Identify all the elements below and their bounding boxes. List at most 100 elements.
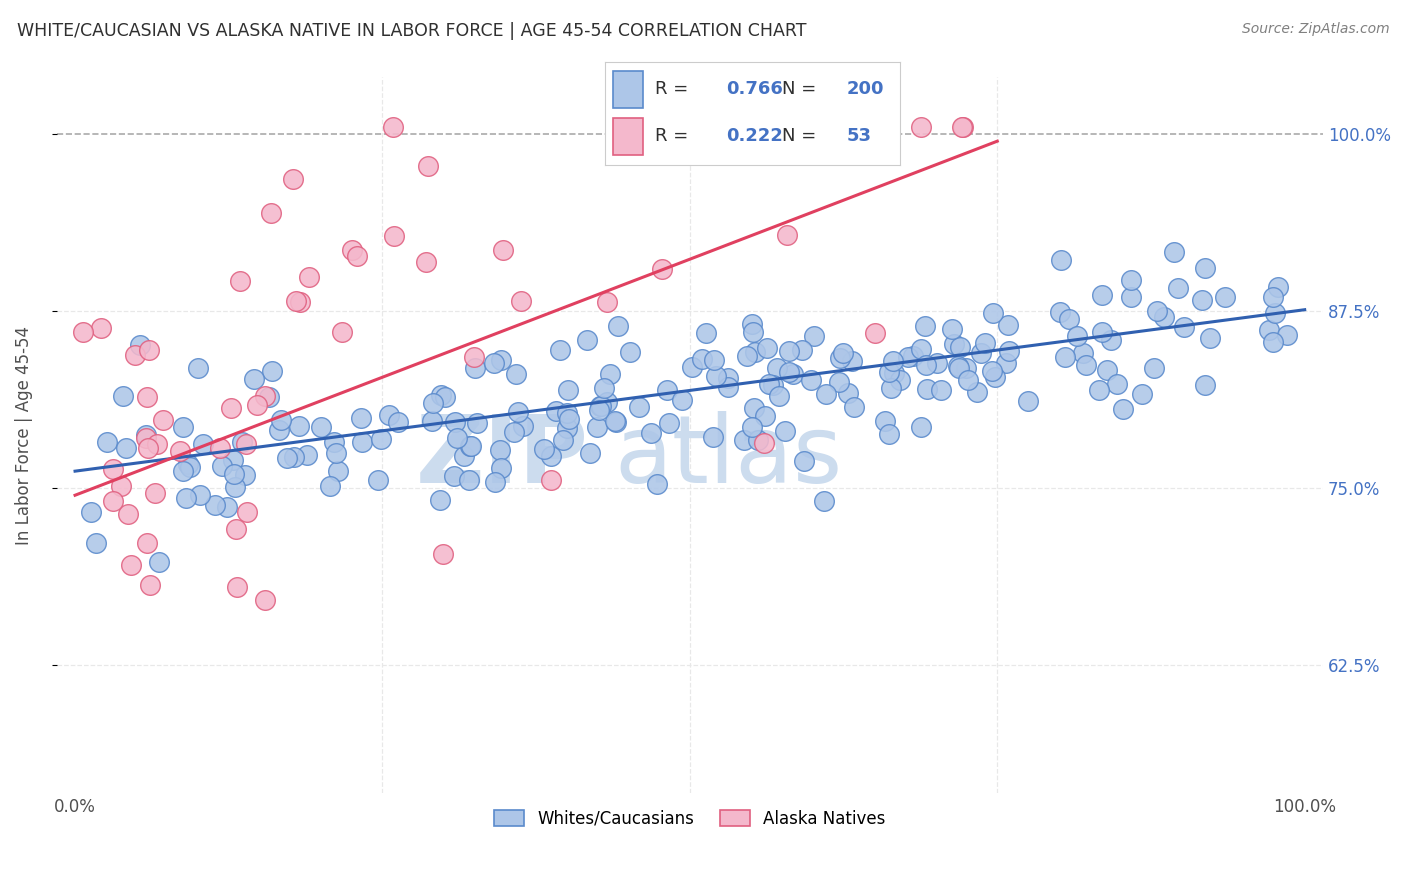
Point bbox=[219, 401, 242, 415]
Point bbox=[432, 547, 454, 561]
Point bbox=[326, 465, 349, 479]
Point bbox=[557, 412, 579, 426]
Point bbox=[1076, 359, 1098, 373]
Point bbox=[1261, 334, 1284, 349]
Point bbox=[115, 441, 138, 455]
Point bbox=[191, 437, 214, 451]
Point bbox=[281, 172, 304, 186]
Point bbox=[1275, 328, 1298, 343]
Point bbox=[211, 458, 233, 473]
Point bbox=[842, 401, 865, 415]
Point bbox=[489, 442, 512, 457]
Point bbox=[1050, 253, 1073, 268]
Point bbox=[297, 270, 319, 285]
Point bbox=[1091, 288, 1114, 302]
Point bbox=[297, 448, 319, 462]
Point bbox=[350, 410, 373, 425]
Point bbox=[1105, 376, 1128, 391]
Text: 0.222: 0.222 bbox=[725, 127, 783, 145]
Point bbox=[1194, 261, 1216, 276]
Point bbox=[1258, 323, 1281, 337]
Point bbox=[645, 477, 668, 491]
Point bbox=[188, 488, 211, 502]
Point bbox=[187, 360, 209, 375]
Point bbox=[311, 420, 333, 434]
Point bbox=[998, 343, 1021, 358]
Point bbox=[1099, 333, 1122, 347]
Point bbox=[1191, 293, 1213, 307]
Point bbox=[1143, 361, 1166, 376]
Point bbox=[233, 468, 256, 483]
Point bbox=[1267, 279, 1289, 293]
Point bbox=[776, 227, 799, 242]
Text: 53: 53 bbox=[846, 127, 872, 145]
Point bbox=[430, 388, 453, 402]
Point bbox=[915, 358, 938, 372]
Point bbox=[551, 433, 574, 447]
Point bbox=[90, 320, 112, 334]
Point bbox=[717, 379, 740, 393]
Point bbox=[830, 351, 852, 365]
Point bbox=[172, 464, 194, 478]
Point bbox=[254, 389, 277, 403]
Point bbox=[599, 367, 621, 381]
Point bbox=[72, 325, 94, 339]
Point bbox=[758, 377, 780, 392]
Point bbox=[588, 403, 610, 417]
Point bbox=[1121, 290, 1143, 304]
Point bbox=[742, 326, 765, 340]
Point bbox=[877, 365, 900, 379]
Point bbox=[429, 492, 451, 507]
Text: ZIP: ZIP bbox=[416, 410, 589, 502]
Point bbox=[655, 383, 678, 397]
Point bbox=[152, 413, 174, 427]
Point bbox=[695, 326, 717, 340]
Point bbox=[143, 485, 166, 500]
Point bbox=[325, 446, 347, 460]
Point bbox=[235, 505, 257, 519]
Y-axis label: In Labor Force | Age 45-54: In Labor Force | Age 45-54 bbox=[15, 326, 32, 544]
FancyBboxPatch shape bbox=[613, 70, 643, 108]
Point bbox=[458, 439, 481, 453]
Point bbox=[284, 293, 307, 308]
Point bbox=[174, 491, 197, 505]
Point bbox=[1146, 304, 1168, 318]
Point bbox=[172, 420, 194, 434]
Point bbox=[378, 409, 401, 423]
Point bbox=[84, 536, 107, 550]
Point bbox=[276, 451, 298, 466]
Point bbox=[111, 389, 134, 403]
Point bbox=[742, 401, 765, 416]
Text: R =: R = bbox=[655, 127, 693, 145]
Point bbox=[943, 336, 966, 351]
Point bbox=[135, 390, 157, 404]
Point bbox=[346, 249, 368, 263]
Point bbox=[901, 349, 924, 363]
Point bbox=[941, 322, 963, 336]
Point bbox=[863, 326, 886, 340]
Point bbox=[540, 449, 562, 463]
Point bbox=[101, 462, 124, 476]
Point bbox=[1194, 378, 1216, 392]
Point bbox=[703, 352, 725, 367]
Point bbox=[619, 344, 641, 359]
Point bbox=[322, 435, 344, 450]
Point bbox=[460, 439, 482, 453]
Point bbox=[651, 262, 673, 277]
Point bbox=[415, 255, 437, 269]
Point bbox=[762, 377, 785, 392]
Point bbox=[506, 405, 529, 419]
Point bbox=[434, 390, 457, 404]
Point bbox=[1153, 310, 1175, 325]
Point bbox=[741, 317, 763, 331]
Point bbox=[484, 475, 506, 489]
Point bbox=[148, 554, 170, 568]
Point bbox=[1091, 325, 1114, 339]
Point bbox=[1066, 329, 1088, 343]
Point bbox=[756, 341, 779, 355]
Point bbox=[124, 348, 146, 362]
Point bbox=[420, 414, 443, 428]
Point bbox=[671, 392, 693, 407]
Point bbox=[779, 365, 801, 379]
Point bbox=[224, 480, 246, 494]
